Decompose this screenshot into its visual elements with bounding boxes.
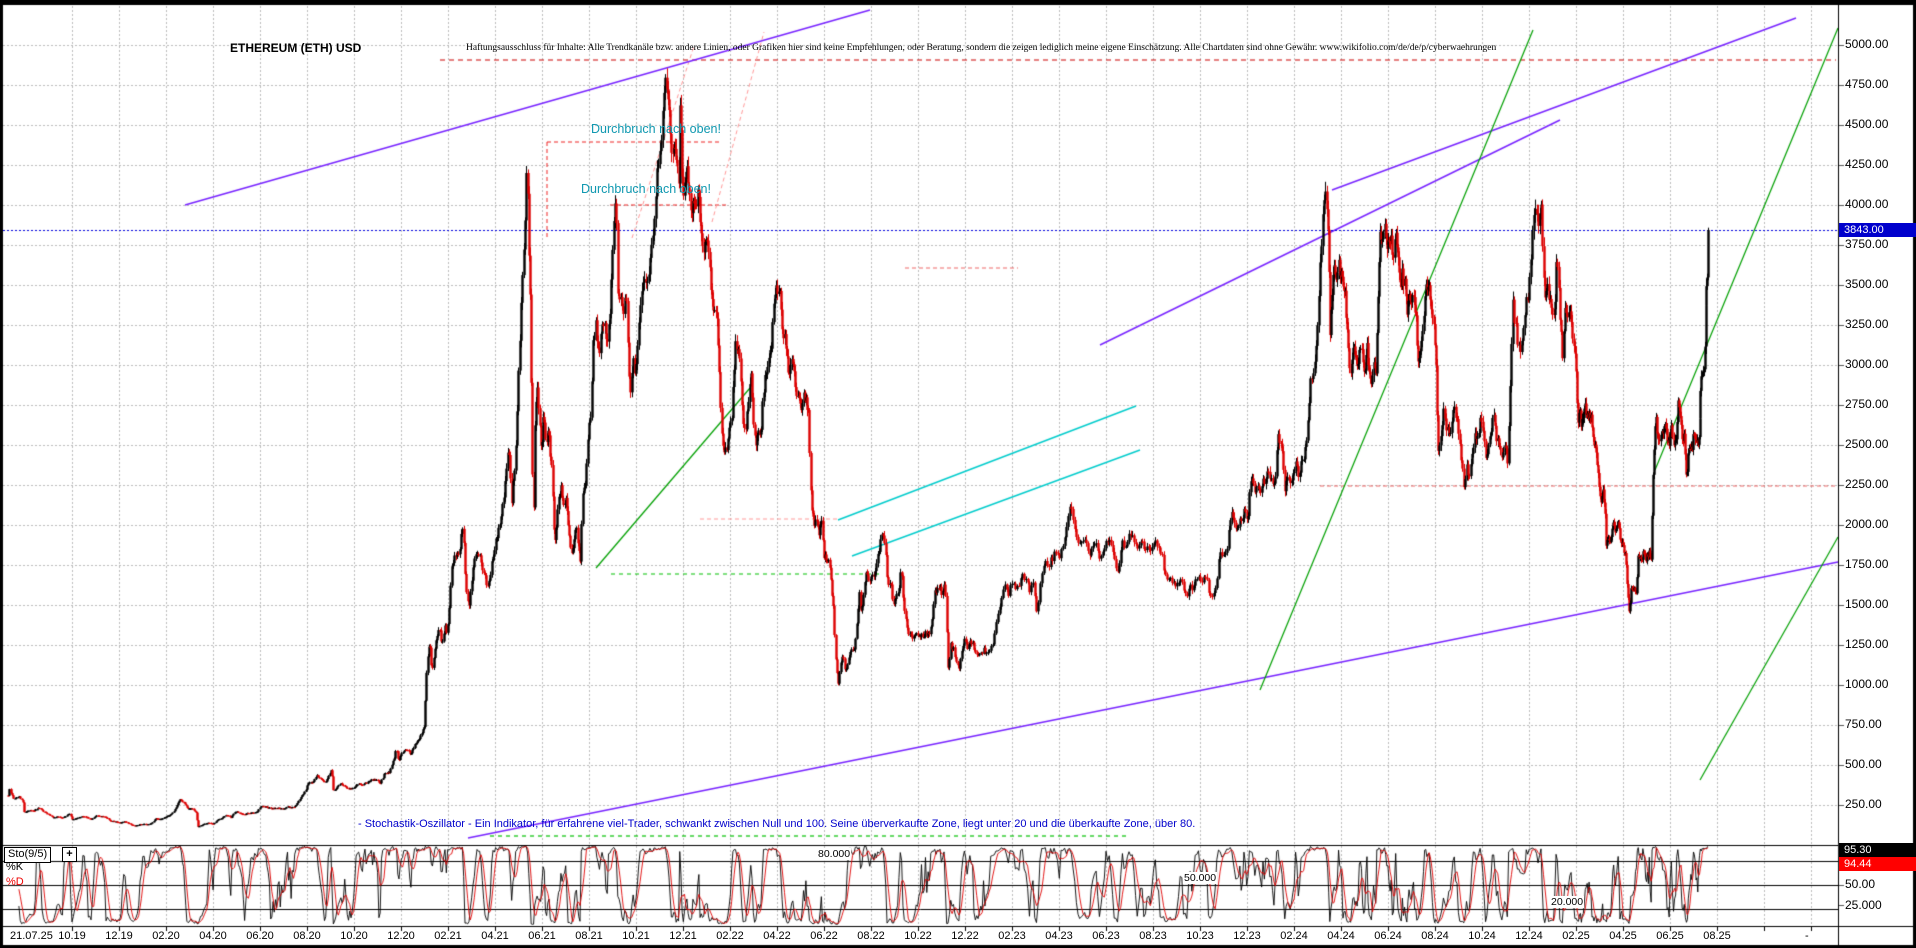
date-tick-label: 12.19	[105, 930, 133, 942]
annotation-breakout-upper: Durchbruch nach oben!	[591, 122, 721, 136]
date-tick-label: 08.20	[293, 930, 321, 942]
price-tick-label: 750.00	[1845, 717, 1882, 731]
percent-d-value-tag: 94.44	[1839, 857, 1916, 871]
date-tick-label: 10.24	[1468, 930, 1496, 942]
price-tick-label: 3500.00	[1845, 277, 1889, 291]
price-tick-label: 2250.00	[1845, 477, 1889, 491]
oscillator-zone-label: 50.000	[1183, 872, 1218, 884]
percent-k-label: %K	[6, 861, 24, 873]
date-tick-label: 12.21	[669, 930, 697, 942]
date-tick-label: 06.22	[810, 930, 838, 942]
price-tick-label: 1500.00	[1845, 597, 1889, 611]
date-tick-label: 08.24	[1421, 930, 1449, 942]
price-tick-label: 5000.00	[1845, 37, 1889, 51]
date-tick-label: 12.23	[1233, 930, 1261, 942]
percent-k-value-tag: 95.30	[1839, 843, 1916, 857]
price-tick-label: 1750.00	[1845, 557, 1889, 571]
date-tick-label: 12.24	[1515, 930, 1543, 942]
page-title: ETHEREUM (ETH) USD	[230, 41, 362, 55]
price-tick-label: 3000.00	[1845, 357, 1889, 371]
price-tick-label: 4750.00	[1845, 77, 1889, 91]
date-tick-label: 02.20	[152, 930, 180, 942]
date-tick-label: 10.22	[904, 930, 932, 942]
price-tick-label: 3750.00	[1845, 237, 1889, 251]
date-tick-label: 02.25	[1562, 930, 1590, 942]
date-tick-label: 21.07.25	[10, 930, 53, 942]
oscillator-note: - Stochastik-Oszillator - Ein Indikator,…	[358, 818, 1196, 830]
price-tick-label: 1000.00	[1845, 677, 1889, 691]
annotation-breakout-lower: Durchbruch nach oben!	[581, 182, 711, 196]
price-tick-label: 4500.00	[1845, 117, 1889, 131]
date-tick-label: 02.23	[998, 930, 1026, 942]
date-tick-label: 04.24	[1327, 930, 1355, 942]
price-tick-label: 4000.00	[1845, 197, 1889, 211]
current-price-tag: 3843.00	[1839, 223, 1916, 237]
price-tick-label: 2500.00	[1845, 437, 1889, 451]
oscillator-zone-label: 20.000	[1550, 896, 1585, 908]
date-tick-label: 02.22	[716, 930, 744, 942]
price-tick-label: 2000.00	[1845, 517, 1889, 531]
date-tick-label: 04.22	[763, 930, 791, 942]
date-tick-label: 08.23	[1139, 930, 1167, 942]
price-tick-label: 4250.00	[1845, 157, 1889, 171]
price-tick-label: 3250.00	[1845, 317, 1889, 331]
oscillator-low-axis-label: 25.000	[1845, 898, 1882, 912]
date-tick-label: 04.21	[481, 930, 509, 942]
disclaimer-text: Haftungsausschluss für Inhalte: Alle Tre…	[466, 43, 1497, 53]
date-tick-label: 02.21	[434, 930, 462, 942]
price-tick-label: 250.00	[1845, 797, 1882, 811]
price-tick-label: 500.00	[1845, 757, 1882, 771]
date-tick-label: 02.24	[1280, 930, 1308, 942]
date-tick-label: 12.20	[387, 930, 415, 942]
add-indicator-button[interactable]: +	[62, 847, 77, 862]
date-tick-label: 08.21	[575, 930, 603, 942]
date-tick-label: 10.23	[1186, 930, 1214, 942]
date-tick-label: 06.25	[1656, 930, 1684, 942]
date-tick-label: 06.23	[1092, 930, 1120, 942]
oscillator-zone-label: 80.000	[817, 848, 852, 860]
price-tick-label: 2750.00	[1845, 397, 1889, 411]
date-tick-label: -	[1805, 930, 1809, 942]
date-tick-label: 06.24	[1374, 930, 1402, 942]
oscillator-mid-axis-label: 50.00	[1845, 877, 1876, 891]
date-tick-label: 06.20	[246, 930, 274, 942]
date-tick-label: 04.20	[199, 930, 227, 942]
date-tick-label: 08.25	[1703, 930, 1731, 942]
date-tick-label: 12.22	[951, 930, 979, 942]
date-tick-label: 08.22	[857, 930, 885, 942]
date-tick-label: 06.21	[528, 930, 556, 942]
date-tick-label: 10.19	[58, 930, 86, 942]
date-tick-label: 04.25	[1609, 930, 1637, 942]
date-tick-label: 10.21	[622, 930, 650, 942]
stochastic-indicator-label: Sto(9/5)	[4, 847, 52, 863]
date-tick-label: 04.23	[1045, 930, 1073, 942]
percent-d-label: %D	[6, 876, 24, 888]
price-tick-label: 1250.00	[1845, 637, 1889, 651]
date-tick-label: 10.20	[340, 930, 368, 942]
